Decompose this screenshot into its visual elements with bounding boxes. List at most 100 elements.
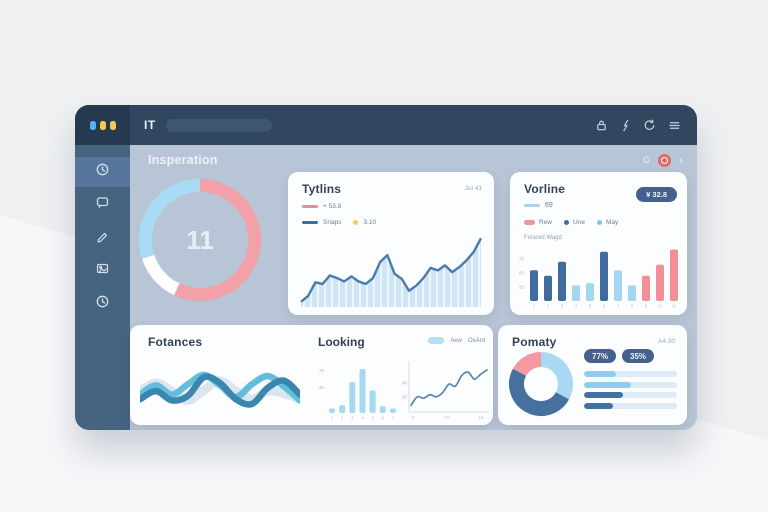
page-title: Insperation xyxy=(148,153,218,167)
bolt-icon[interactable] xyxy=(620,119,631,132)
legend-dot-yellow xyxy=(353,220,359,225)
card-title: Fotances xyxy=(148,335,203,349)
svg-text:5: 5 xyxy=(371,416,374,421)
svg-text:10: 10 xyxy=(658,304,663,309)
tytlins-area-chart xyxy=(300,237,483,308)
svg-text:11: 11 xyxy=(186,225,214,255)
legend-line-blue xyxy=(302,221,318,224)
window-dot[interactable] xyxy=(89,120,96,130)
svg-text:6: 6 xyxy=(382,416,385,421)
svg-text:4: 4 xyxy=(361,416,364,421)
legend-label: OsArd xyxy=(467,337,485,344)
looking-section: Looking Aew OsArd 75 45 1 2 3 4 5 6 7 40 20 0 10 15 xyxy=(316,325,493,425)
content-header: Insperation G › xyxy=(148,153,683,167)
legend-label: Aew xyxy=(450,337,462,344)
alert-badge[interactable] xyxy=(658,153,671,167)
card-corner-label: Jul 41 xyxy=(464,185,482,192)
chevron-right-icon[interactable]: › xyxy=(679,153,683,167)
legend-swatch-lightblue xyxy=(428,337,445,344)
svg-text:75: 75 xyxy=(519,257,525,262)
pomaty-donut-chart xyxy=(509,352,573,416)
window-controls xyxy=(75,105,130,145)
window-topbar: IT xyxy=(75,105,697,145)
window-dot[interactable] xyxy=(109,120,116,130)
legend-row: + 53.8 xyxy=(302,203,341,210)
sidebar-item-compose[interactable] xyxy=(75,223,130,253)
svg-text:0: 0 xyxy=(412,415,415,420)
progress-bar-list xyxy=(584,371,677,409)
legend-row: Rew Une May xyxy=(524,219,618,226)
progress-bar xyxy=(584,371,677,377)
svg-text:7: 7 xyxy=(617,304,620,309)
sidebar-item-gallery[interactable] xyxy=(75,256,130,286)
legend-label: + 53.8 xyxy=(323,203,342,210)
svg-text:50: 50 xyxy=(519,271,525,276)
bottom-panel: Fotances Looking Aew OsArd 75 45 1 2 3 4 5 6 7 4… xyxy=(130,325,493,425)
compass-icon xyxy=(95,162,110,182)
value-pill-button[interactable]: ¥ 32.8 xyxy=(636,187,677,202)
topbar-actions xyxy=(595,119,681,132)
svg-text:5: 5 xyxy=(589,304,592,309)
svg-text:25: 25 xyxy=(519,285,525,290)
svg-text:20: 20 xyxy=(402,394,408,399)
svg-text:7: 7 xyxy=(392,416,395,421)
app-window: IT xyxy=(75,105,697,430)
sidebar xyxy=(75,145,130,430)
legend-dot-cyan xyxy=(596,220,602,225)
legend-label: Une xyxy=(573,219,585,226)
card-corner-label: A4.30 xyxy=(658,338,675,345)
legend-line-lightblue xyxy=(524,204,540,207)
stat-badge: 77% xyxy=(584,349,617,363)
sidebar-item-overview[interactable] xyxy=(75,157,130,187)
legend-label: 3.10 xyxy=(363,219,377,226)
app-logo: IT xyxy=(144,118,156,132)
menu-icon[interactable] xyxy=(668,120,681,131)
svg-text:1: 1 xyxy=(533,304,536,309)
pen-icon xyxy=(95,228,110,248)
svg-text:6: 6 xyxy=(603,304,606,309)
legend-line-red xyxy=(302,205,318,208)
vorline-card: Vorline 69 ¥ 32.8 Rew Une May Fetared Wa… xyxy=(510,172,687,315)
svg-text:11: 11 xyxy=(672,304,677,309)
window-dot[interactable] xyxy=(99,120,106,130)
svg-text:2: 2 xyxy=(341,416,344,421)
svg-text:1: 1 xyxy=(331,416,334,421)
svg-text:8: 8 xyxy=(631,304,634,309)
sidebar-item-messages[interactable] xyxy=(75,190,130,220)
window-body: Insperation G › 11 Tytlins Jul 41 + 53.8… xyxy=(75,145,697,430)
gallery-icon xyxy=(95,261,110,281)
svg-text:45: 45 xyxy=(319,385,325,390)
legend-label: May xyxy=(605,219,619,226)
looking-line-chart: 40 20 0 10 15 xyxy=(402,361,489,420)
chat-icon xyxy=(95,195,110,215)
fotances-wave-chart xyxy=(140,371,300,408)
header-actions: G › xyxy=(642,153,683,167)
svg-text:4: 4 xyxy=(575,304,578,309)
svg-text:3: 3 xyxy=(351,416,354,421)
legend-label: Rew xyxy=(539,219,553,226)
tytlins-card: Tytlins Jul 41 + 53.8 Snaps 3.10 xyxy=(288,172,494,315)
subtitle-value: 69 xyxy=(545,202,553,209)
card-title: Vorline xyxy=(524,182,566,196)
svg-text:15: 15 xyxy=(478,415,484,420)
refresh-icon[interactable] xyxy=(643,119,656,132)
progress-bar xyxy=(584,402,677,409)
svg-text:40: 40 xyxy=(402,380,408,385)
card-note: Fetared Wagd xyxy=(524,235,562,241)
clock-icon xyxy=(95,294,110,314)
svg-text:3: 3 xyxy=(561,304,564,309)
legend-swatch-pink xyxy=(524,220,535,225)
badge-row: 77% 35% xyxy=(584,349,677,363)
subtitle-row: 69 xyxy=(524,202,553,209)
sidebar-item-history[interactable] xyxy=(75,289,130,319)
share-icon[interactable]: G xyxy=(642,155,650,165)
svg-text:10: 10 xyxy=(444,415,450,420)
overview-donut-chart: 11 xyxy=(139,179,261,301)
svg-text:75: 75 xyxy=(319,368,325,373)
search-bar[interactable] xyxy=(165,118,272,132)
lock-icon[interactable] xyxy=(595,119,608,132)
progress-bar xyxy=(584,392,677,398)
legend-dot-navy xyxy=(564,220,570,225)
pomaty-card: Pomaty A4.30 77% 35% xyxy=(498,325,687,425)
